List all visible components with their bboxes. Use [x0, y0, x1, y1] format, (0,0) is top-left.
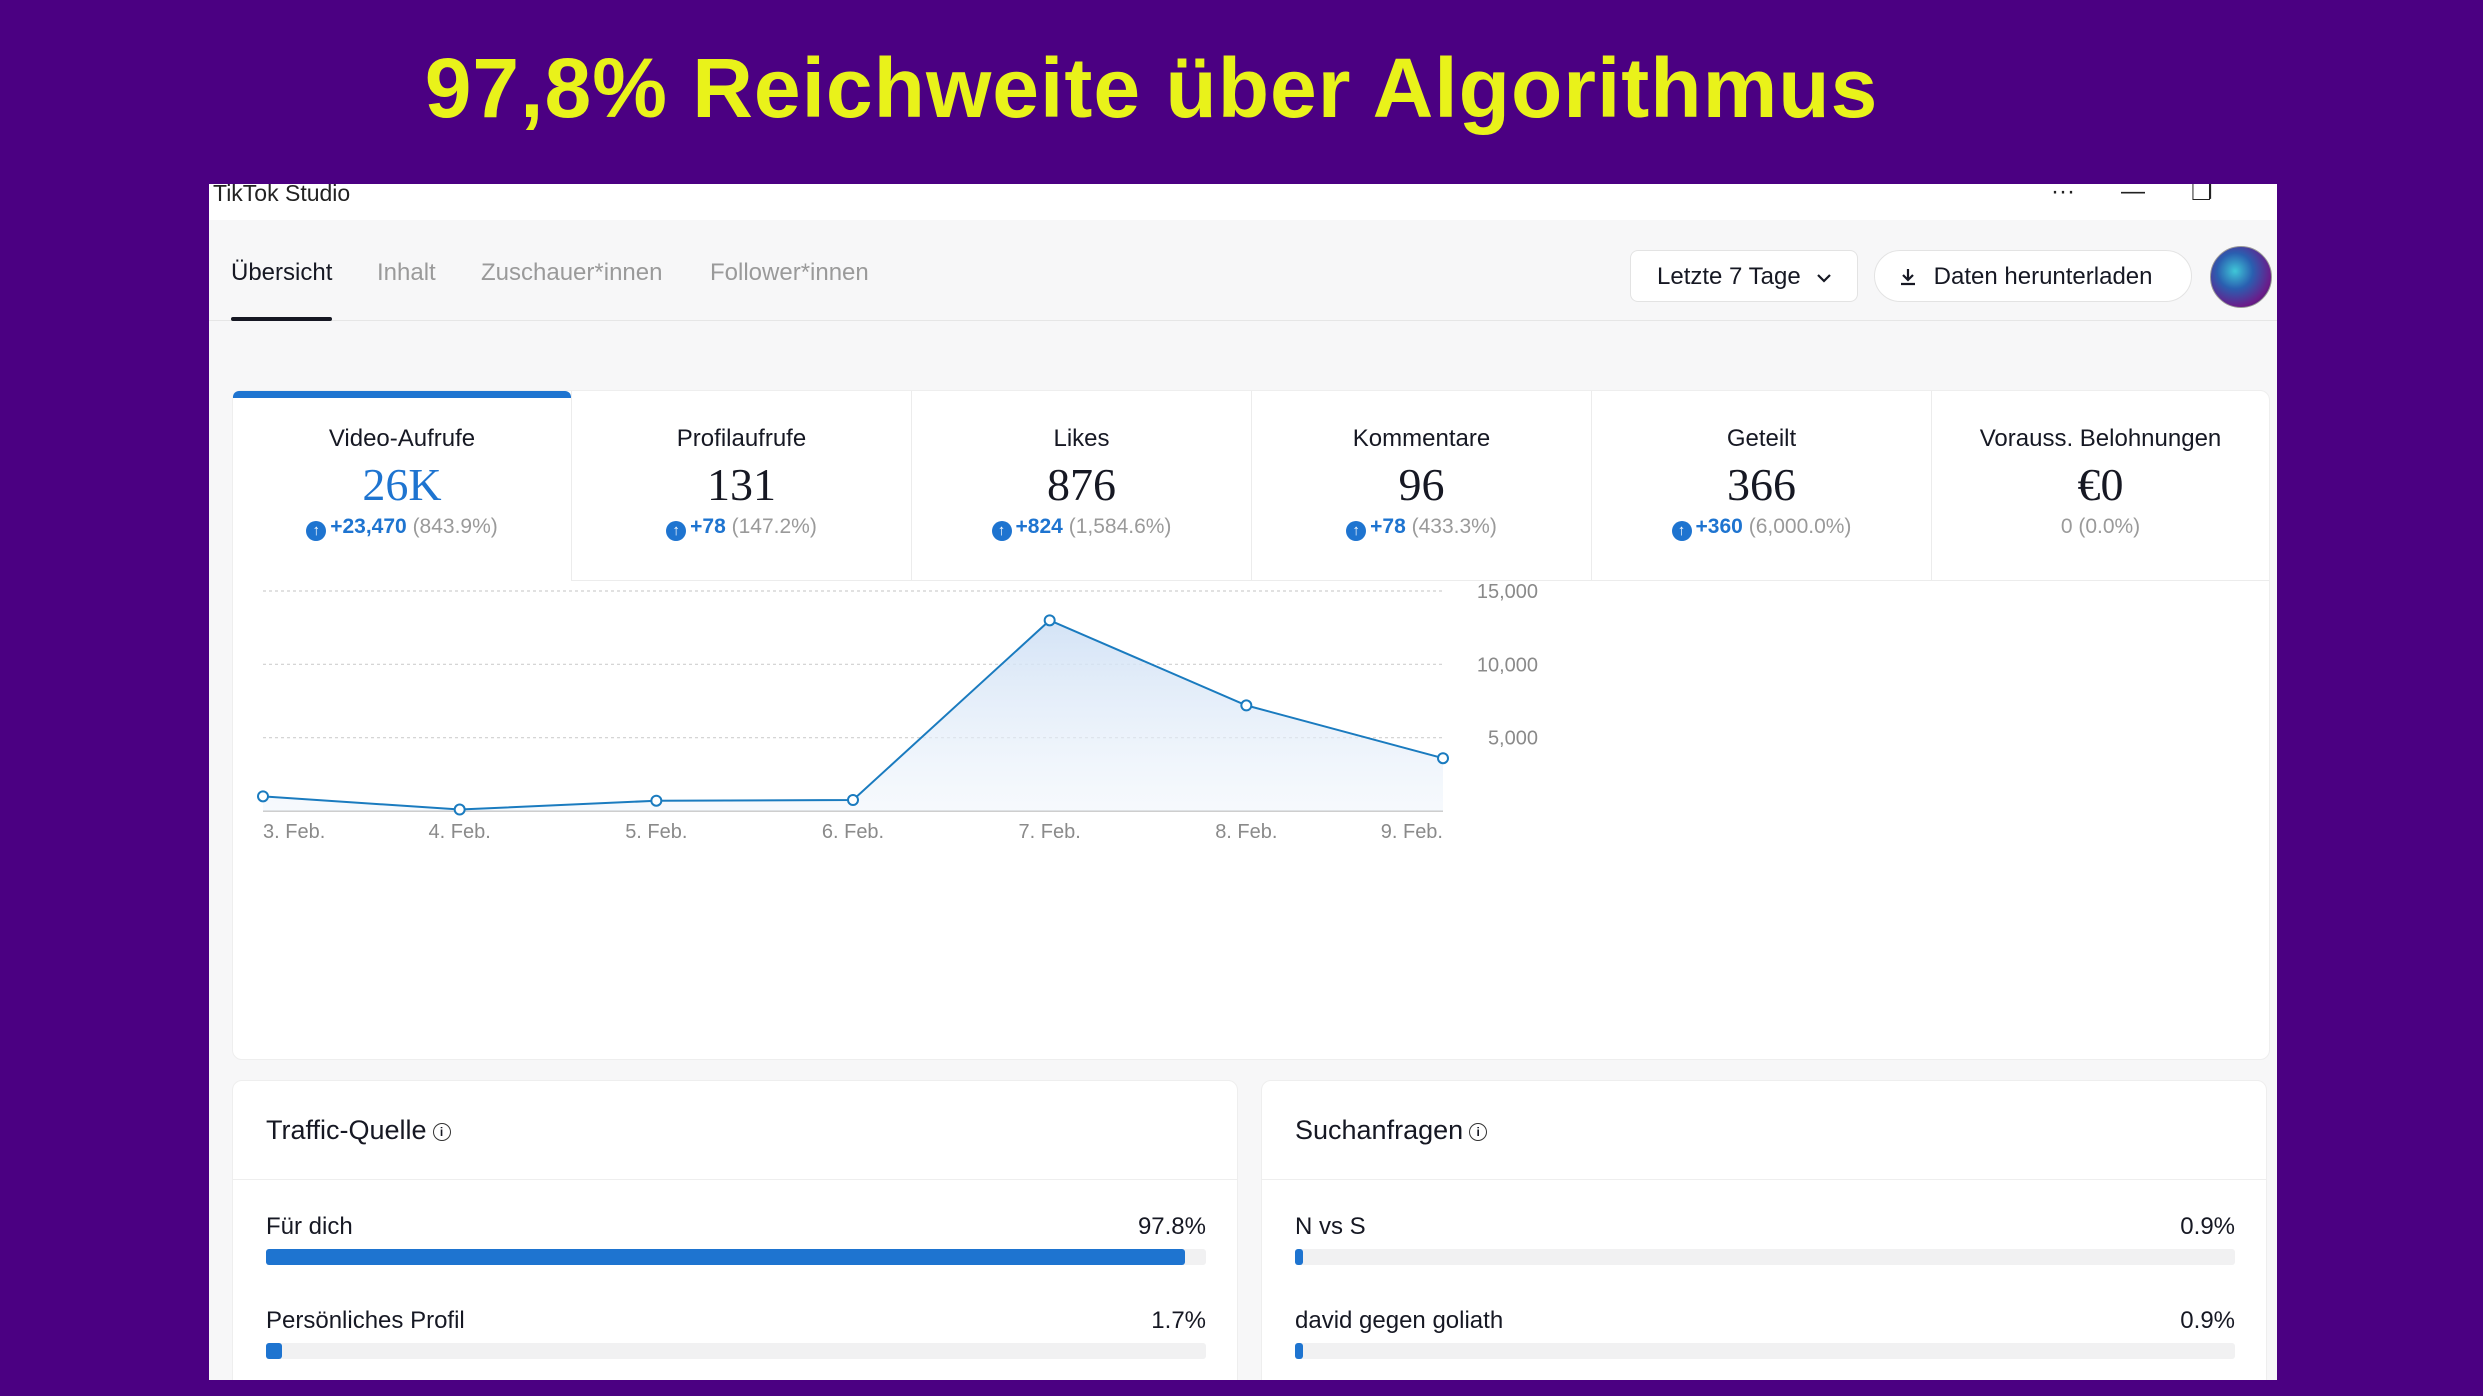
tab-follower[interactable]: Follower*innen [710, 259, 869, 286]
arrow-up-icon: ↑ [306, 521, 327, 541]
data-point [1240, 699, 1253, 712]
area-fill [263, 620, 1443, 811]
data-point [1043, 614, 1056, 627]
video-views-chart: 5,000 10,000 15,000 3. Feb. 4. Feb. 5. Feb. 6.… [257, 581, 1538, 843]
more-icon[interactable]: ··· [2051, 184, 2075, 205]
metric-label: Kommentare [1352, 425, 1491, 452]
download-data-button[interactable]: Daten herunterladen [1874, 250, 2192, 302]
x-tick-label: 4. Feb. [429, 821, 491, 843]
top-nav: Übersicht Inhalt Zuschauer*innen Followe… [209, 220, 2277, 321]
metric-value: 366 [1727, 459, 1796, 510]
metric-likes[interactable]: Likes 876 ↑ +824 (1,584.6%) [912, 391, 1252, 581]
progress-track [266, 1343, 1206, 1359]
metric-change: ↑ +824 (1,584.6%) [912, 515, 1251, 541]
arrow-up-icon: ↑ [1671, 521, 1692, 541]
metric-value: 131 [707, 459, 776, 510]
date-range-label: Letzte 7 Tage [1657, 263, 1801, 290]
data-point [453, 803, 466, 816]
metric-label: Vorauss. Belohnungen [1979, 425, 2222, 452]
x-tick-label: 8. Feb. [1215, 821, 1277, 843]
metric-change: 0 (0.0%) [2060, 515, 2141, 538]
metric-change: ↑ +78 (433.3%) [1252, 515, 1591, 541]
download-label: Daten herunterladen [1933, 263, 2153, 290]
progress-fill [266, 1249, 1186, 1265]
y-tick-label: 5,000 [1488, 728, 1538, 750]
search-title: Suchanfragen i [1295, 1115, 1488, 1146]
progress-fill [1295, 1343, 1304, 1359]
y-tick-label: 10,000 [1477, 654, 1538, 676]
info-icon[interactable]: i [432, 1123, 451, 1141]
x-tick-label: 6. Feb. [822, 821, 884, 843]
x-tick-label: 7. Feb. [1019, 821, 1081, 843]
tab-uebersicht[interactable]: Übersicht [231, 220, 333, 321]
search-queries-panel: Suchanfragen i N vs S 0.9% david gegen go… [1261, 1080, 2267, 1380]
metric-video-aufrufe[interactable]: Video-Aufrufe 26K ↑ +23,470 (843.9%) [233, 391, 572, 581]
data-point [847, 794, 859, 806]
arrow-up-icon: ↑ [666, 521, 687, 541]
tab-zuschauer[interactable]: Zuschauer*innen [481, 259, 663, 286]
info-icon[interactable]: i [1469, 1123, 1488, 1141]
metric-label: Profilaufrufe [676, 425, 807, 452]
overview-card: Video-Aufrufe 26K ↑ +23,470 (843.9%) Prof… [232, 390, 2270, 1060]
progress-track [1295, 1249, 2235, 1265]
progress-track [1295, 1343, 2235, 1359]
progress-fill [1295, 1249, 1304, 1265]
metric-kommentare[interactable]: Kommentare 96 ↑ +78 (433.3%) [1252, 391, 1592, 581]
metric-change: ↑ +23,470 (843.9%) [233, 515, 571, 541]
metric-label: Video-Aufrufe [328, 425, 476, 452]
metric-label: Likes [1053, 425, 1110, 452]
progress-track [266, 1249, 1206, 1265]
metric-change: ↑ +360 (6,000.0%) [1592, 515, 1931, 541]
app-title: TikTok Studio [213, 184, 351, 206]
traffic-label: Für dich [266, 1213, 353, 1240]
date-range-dropdown[interactable]: Letzte 7 Tage [1630, 250, 1858, 302]
data-point [1437, 752, 1449, 765]
traffic-value: 97.8% [1137, 1213, 1206, 1240]
title-bar: TikTok Studio ··· — ❐ [209, 184, 2277, 220]
x-tick-label: 5. Feb. [625, 821, 687, 843]
search-label: N vs S [1295, 1213, 1366, 1240]
search-value: 0.9% [2180, 1213, 2235, 1240]
headline: 97,8% Reichweite über Algorithmus [424, 41, 1879, 135]
arrow-up-icon: ↑ [991, 521, 1012, 541]
traffic-title: Traffic-Quelle i [266, 1115, 451, 1146]
minimize-icon[interactable]: — [2121, 184, 2145, 205]
progress-fill [266, 1343, 282, 1359]
x-tick-label: 9. Feb. [1381, 821, 1443, 843]
metric-value: 26K [362, 459, 442, 510]
restore-icon[interactable]: ❐ [2191, 184, 2213, 206]
y-tick-label: 15,000 [1477, 581, 1538, 603]
metric-profilaufrufe[interactable]: Profilaufrufe 131 ↑ +78 (147.2%) [572, 391, 912, 581]
arrow-up-icon: ↑ [1346, 521, 1367, 541]
data-point [650, 794, 663, 807]
traffic-source-panel: Traffic-Quelle i Für dich 97.8% Persönlic… [232, 1080, 1238, 1380]
search-label: david gegen goliath [1295, 1307, 1504, 1334]
metric-value: 96 [1398, 459, 1445, 510]
data-point [257, 790, 269, 803]
search-value: 0.9% [2180, 1307, 2235, 1334]
x-tick-label: 3. Feb. [263, 821, 325, 843]
tab-inhalt[interactable]: Inhalt [377, 259, 436, 286]
metric-belohnungen[interactable]: Vorauss. Belohnungen €0 0 (0.0%) [1932, 391, 2269, 581]
download-icon [1901, 269, 1915, 286]
metric-value: 876 [1047, 459, 1116, 510]
tiktok-studio-window: TikTok Studio ··· — ❐ Übersicht Inhalt Z… [209, 184, 2277, 1380]
metric-value: €0 [2077, 459, 2124, 510]
chevron-down-icon [1817, 274, 1832, 283]
traffic-label: Persönliches Profil [266, 1307, 465, 1334]
traffic-value: 1.7% [1151, 1307, 1206, 1334]
avatar[interactable] [2210, 246, 2272, 308]
metric-change: ↑ +78 (147.2%) [572, 515, 911, 541]
metric-geteilt[interactable]: Geteilt 366 ↑ +360 (6,000.0%) [1592, 391, 1932, 581]
metric-label: Geteilt [1726, 425, 1797, 452]
